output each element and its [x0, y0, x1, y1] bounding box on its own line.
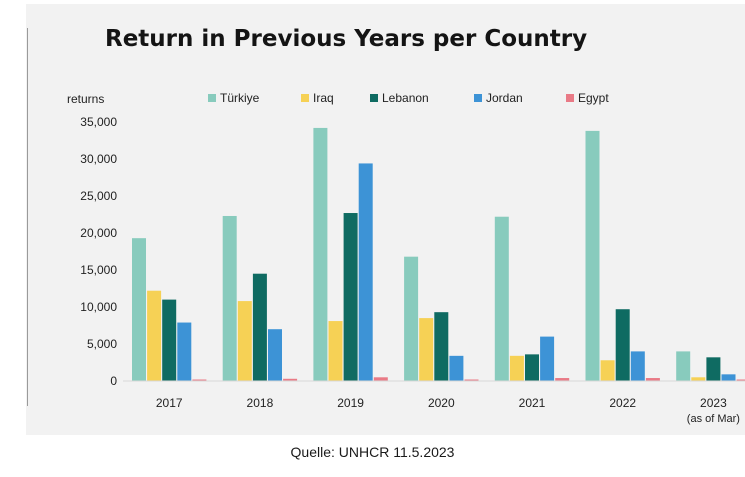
legend-label: Iraq	[313, 91, 334, 105]
bar-iraq-2022	[600, 360, 615, 381]
legend-swatch	[566, 94, 574, 102]
bar-egypt-2020	[464, 379, 479, 381]
bar-jordan-2021	[540, 336, 555, 381]
y-tick-label: 30,000	[80, 152, 117, 166]
legend-swatch	[208, 94, 216, 102]
bar-iraq-2023	[691, 377, 706, 381]
bar-egypt-2023	[736, 379, 745, 381]
x-tick-label: 2019	[337, 396, 364, 410]
x-tick-label: 2021	[519, 396, 546, 410]
y-tick-label: 10,000	[80, 300, 117, 314]
legend: Türkiye Iraq Lebanon Jordan Egypt	[208, 91, 609, 105]
bar-t-rkiye-2020	[404, 256, 419, 381]
legend-swatch	[301, 94, 309, 102]
bar-lebanon-2020	[434, 312, 449, 381]
y-tick-label: 35,000	[80, 115, 117, 129]
legend-label: Türkiye	[220, 91, 260, 105]
legend-label: Egypt	[578, 91, 609, 105]
bar-jordan-2018	[268, 329, 282, 381]
bar-egypt-2018	[283, 378, 298, 381]
bar-lebanon-2021	[525, 354, 539, 381]
x-axis-ticks: 2017 2018 2019 2020 2021 2022 2023 (as of Mar)	[156, 396, 740, 425]
bar-t-rkiye-2017	[132, 238, 146, 381]
bar-jordan-2019	[358, 163, 373, 381]
bar-egypt-2021	[555, 378, 570, 381]
bar-jordan-2023	[721, 374, 736, 381]
bar-lebanon-2022	[615, 309, 630, 381]
bar-egypt-2022	[645, 378, 660, 381]
bar-t-rkiye-2022	[585, 130, 600, 381]
x-tick-label: 2023	[700, 396, 727, 410]
x-tick-label: 2017	[156, 396, 183, 410]
y-axis-ticks: 0 5,000 10,000 15,000 20,000 25,000 30,000 35,0…	[80, 115, 117, 388]
chart-title: Return in Previous Years per Country	[105, 26, 588, 52]
bar-lebanon-2018	[252, 273, 267, 381]
y-tick-label: 25,000	[80, 189, 117, 203]
bar-t-rkiye-2021	[494, 216, 509, 381]
bar-iraq-2019	[328, 321, 343, 381]
bar-iraq-2021	[509, 355, 524, 381]
legend-label: Lebanon	[382, 91, 429, 105]
legend-label: Jordan	[486, 91, 523, 105]
y-tick-label: 0	[110, 374, 117, 388]
bar-egypt-2017	[192, 379, 207, 381]
x-tick-label: 2018	[247, 396, 274, 410]
x-tick-label: 2022	[609, 396, 636, 410]
y-tick-label: 15,000	[80, 263, 117, 277]
bar-lebanon-2017	[162, 299, 177, 381]
x-tick-label: 2020	[428, 396, 455, 410]
source-caption: Quelle: UNHCR 11.5.2023	[290, 444, 455, 460]
bar-iraq-2017	[147, 290, 162, 381]
bar-jordan-2020	[449, 355, 464, 381]
bar-iraq-2018	[237, 301, 252, 381]
bars	[132, 127, 745, 381]
panel-left-border	[27, 28, 28, 406]
y-axis-label: returns	[67, 92, 104, 106]
legend-swatch	[474, 94, 482, 102]
legend-swatch	[370, 94, 378, 102]
bar-t-rkiye-2023	[676, 351, 691, 381]
bar-lebanon-2019	[343, 213, 358, 381]
bar-iraq-2020	[419, 318, 434, 381]
bar-jordan-2022	[630, 351, 645, 381]
bar-t-rkiye-2018	[222, 215, 237, 381]
bar-t-rkiye-2019	[313, 127, 328, 381]
bar-lebanon-2023	[706, 357, 721, 381]
bar-jordan-2017	[177, 322, 192, 381]
y-tick-label: 5,000	[87, 337, 117, 351]
bar-egypt-2019	[373, 377, 388, 381]
y-tick-label: 20,000	[80, 226, 117, 240]
x-tick-sublabel: (as of Mar)	[687, 413, 740, 425]
